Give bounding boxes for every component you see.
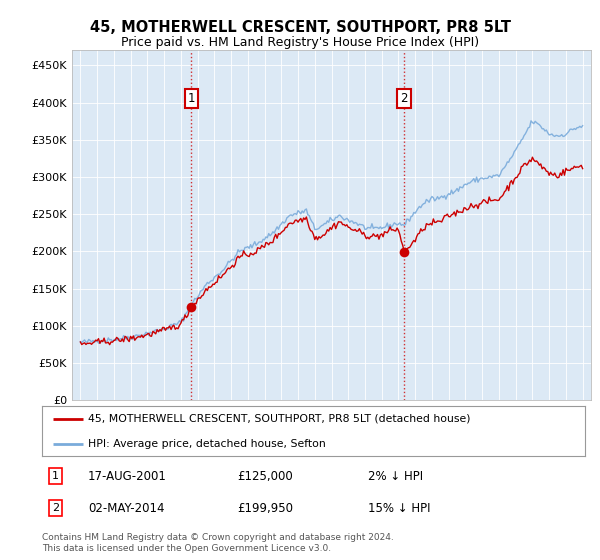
Text: 45, MOTHERWELL CRESCENT, SOUTHPORT, PR8 5LT (detached house): 45, MOTHERWELL CRESCENT, SOUTHPORT, PR8 … xyxy=(88,414,470,423)
Text: 1: 1 xyxy=(52,471,59,481)
Text: Price paid vs. HM Land Registry's House Price Index (HPI): Price paid vs. HM Land Registry's House … xyxy=(121,36,479,49)
Text: £199,950: £199,950 xyxy=(238,502,293,515)
Text: £125,000: £125,000 xyxy=(238,470,293,483)
Text: 2: 2 xyxy=(400,92,408,105)
Text: 02-MAY-2014: 02-MAY-2014 xyxy=(88,502,164,515)
Text: 2% ↓ HPI: 2% ↓ HPI xyxy=(368,470,423,483)
Text: 15% ↓ HPI: 15% ↓ HPI xyxy=(368,502,430,515)
Text: 2: 2 xyxy=(52,503,59,514)
Text: 45, MOTHERWELL CRESCENT, SOUTHPORT, PR8 5LT: 45, MOTHERWELL CRESCENT, SOUTHPORT, PR8 … xyxy=(89,20,511,35)
Text: HPI: Average price, detached house, Sefton: HPI: Average price, detached house, Seft… xyxy=(88,439,326,449)
Text: 1: 1 xyxy=(188,92,195,105)
Text: Contains HM Land Registry data © Crown copyright and database right 2024.
This d: Contains HM Land Registry data © Crown c… xyxy=(42,533,394,553)
Text: 17-AUG-2001: 17-AUG-2001 xyxy=(88,470,167,483)
